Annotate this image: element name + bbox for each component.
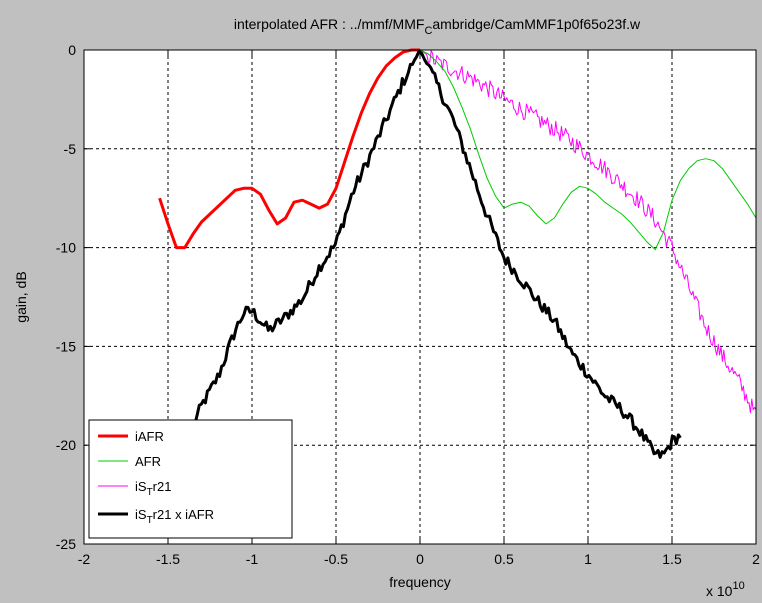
tick-marks <box>83 49 757 545</box>
legend-box <box>88 419 293 539</box>
x-tick-label: 0 <box>416 551 424 567</box>
y-tick-label: -20 <box>56 437 76 453</box>
x-tick-label: -0.5 <box>324 551 348 567</box>
chart-title: interpolated AFR : ../mmf/MMFCambridge/C… <box>234 16 641 37</box>
grid <box>84 50 756 544</box>
series-line-is-tr21 <box>419 49 757 414</box>
legend-label-istr21: iSTr21 <box>135 479 171 498</box>
y-tick-label: -10 <box>56 240 76 256</box>
x-axis-label: frequency <box>389 574 450 590</box>
y-tick-label: -5 <box>64 141 77 157</box>
plot-lines <box>158 48 757 459</box>
x-tick-label: -1.5 <box>156 551 180 567</box>
legend: iAFR AFR iSTr21 iSTr21 x iAFR <box>88 419 293 539</box>
y-tick-label: -15 <box>56 338 76 354</box>
legend-label-afr: AFR <box>135 454 161 469</box>
x-tick-label: -2 <box>78 551 91 567</box>
y-axis-label: gain, dB <box>13 271 29 322</box>
y-tick-label: -25 <box>56 536 76 552</box>
x-tick-labels: -2 -1.5 -1 -0.5 0 0.5 1 1.5 2 <box>78 551 760 567</box>
x-tick-label: 1 <box>584 551 592 567</box>
series-line-afr <box>419 49 757 251</box>
y-tick-labels: 0 -5 -10 -15 -20 -25 <box>56 42 76 552</box>
x-axis-exponent: x 1010 <box>706 580 745 599</box>
x-tick-label: -1 <box>246 551 259 567</box>
x-tick-label: 0.5 <box>494 551 514 567</box>
legend-label-istr21-x-iafr: iSTr21 x iAFR <box>135 507 214 526</box>
y-tick-label: 0 <box>68 42 76 58</box>
legend-label-iafr: iAFR <box>135 429 164 444</box>
series-line-iafr <box>158 48 420 250</box>
x-tick-label: 2 <box>752 551 760 567</box>
series-line-is-tr21-x-iafr <box>192 49 682 459</box>
x-tick-label: 1.5 <box>662 551 682 567</box>
